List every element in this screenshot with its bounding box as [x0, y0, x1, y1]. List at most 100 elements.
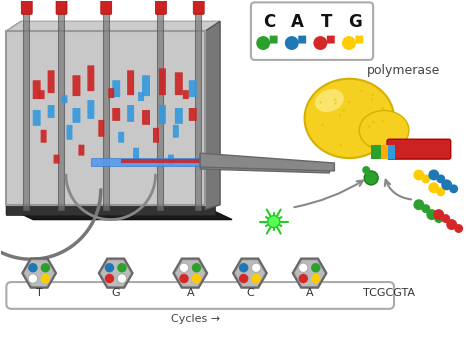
- Circle shape: [449, 184, 458, 193]
- Text: Cycles →: Cycles →: [171, 314, 220, 324]
- Polygon shape: [7, 205, 215, 215]
- Circle shape: [382, 107, 384, 110]
- FancyBboxPatch shape: [153, 128, 159, 143]
- Circle shape: [192, 263, 201, 272]
- Polygon shape: [99, 258, 133, 288]
- FancyBboxPatch shape: [159, 105, 166, 124]
- Polygon shape: [173, 258, 207, 288]
- Ellipse shape: [359, 111, 409, 150]
- Polygon shape: [7, 21, 21, 215]
- FancyBboxPatch shape: [67, 125, 72, 140]
- Polygon shape: [293, 258, 327, 288]
- Circle shape: [342, 36, 356, 50]
- FancyBboxPatch shape: [189, 108, 197, 121]
- Circle shape: [239, 274, 248, 283]
- Circle shape: [322, 124, 324, 126]
- FancyBboxPatch shape: [142, 75, 150, 96]
- Circle shape: [446, 219, 457, 230]
- Circle shape: [252, 263, 261, 272]
- Circle shape: [299, 274, 308, 283]
- FancyBboxPatch shape: [33, 80, 41, 99]
- Polygon shape: [200, 153, 335, 171]
- Polygon shape: [22, 258, 56, 288]
- Circle shape: [41, 263, 50, 272]
- Circle shape: [179, 263, 189, 272]
- FancyBboxPatch shape: [168, 155, 174, 164]
- Polygon shape: [233, 258, 267, 288]
- FancyBboxPatch shape: [101, 0, 112, 14]
- Circle shape: [314, 36, 327, 50]
- Circle shape: [28, 274, 38, 283]
- FancyBboxPatch shape: [48, 70, 55, 93]
- Text: T: T: [321, 13, 332, 31]
- FancyBboxPatch shape: [183, 90, 189, 99]
- Bar: [388, 145, 395, 159]
- Circle shape: [421, 175, 430, 183]
- Circle shape: [426, 209, 437, 220]
- Circle shape: [41, 274, 50, 283]
- Text: A: A: [306, 288, 313, 298]
- Polygon shape: [24, 260, 54, 286]
- Circle shape: [370, 98, 373, 101]
- FancyBboxPatch shape: [189, 80, 197, 97]
- FancyBboxPatch shape: [127, 70, 134, 95]
- Circle shape: [343, 109, 345, 112]
- Bar: [381, 145, 389, 159]
- Polygon shape: [91, 158, 220, 166]
- Circle shape: [256, 36, 270, 50]
- Circle shape: [368, 125, 370, 128]
- FancyBboxPatch shape: [133, 148, 139, 160]
- Polygon shape: [121, 159, 220, 163]
- Circle shape: [454, 224, 463, 233]
- FancyBboxPatch shape: [173, 125, 179, 138]
- FancyBboxPatch shape: [142, 110, 150, 125]
- FancyBboxPatch shape: [127, 105, 134, 122]
- Bar: [23, 1, 29, 210]
- Text: TCGCGTA: TCGCGTA: [363, 288, 415, 298]
- FancyBboxPatch shape: [156, 0, 166, 14]
- Circle shape: [371, 94, 374, 96]
- Circle shape: [268, 216, 280, 227]
- Circle shape: [252, 274, 261, 283]
- FancyBboxPatch shape: [78, 145, 84, 156]
- Circle shape: [372, 121, 375, 123]
- Circle shape: [334, 102, 336, 104]
- Circle shape: [364, 171, 378, 185]
- Circle shape: [433, 209, 444, 220]
- Text: T: T: [36, 288, 42, 298]
- FancyBboxPatch shape: [327, 36, 335, 43]
- Polygon shape: [295, 260, 324, 286]
- FancyBboxPatch shape: [72, 75, 81, 96]
- Circle shape: [105, 274, 114, 283]
- Polygon shape: [101, 260, 130, 286]
- Text: polymerase: polymerase: [367, 64, 441, 77]
- Bar: [195, 1, 201, 210]
- Polygon shape: [16, 212, 232, 220]
- FancyBboxPatch shape: [33, 110, 41, 126]
- Ellipse shape: [305, 79, 394, 158]
- Circle shape: [192, 274, 201, 283]
- FancyBboxPatch shape: [159, 68, 166, 95]
- Circle shape: [360, 90, 363, 93]
- FancyBboxPatch shape: [112, 80, 120, 97]
- FancyBboxPatch shape: [175, 72, 183, 95]
- Circle shape: [362, 166, 370, 174]
- Circle shape: [413, 170, 425, 180]
- FancyBboxPatch shape: [54, 155, 60, 163]
- Circle shape: [421, 204, 430, 213]
- FancyBboxPatch shape: [72, 108, 81, 123]
- Bar: [371, 145, 381, 159]
- Text: C: C: [246, 288, 254, 298]
- FancyBboxPatch shape: [56, 0, 67, 14]
- Text: G: G: [111, 288, 120, 298]
- Circle shape: [311, 274, 321, 283]
- Circle shape: [428, 170, 439, 180]
- FancyBboxPatch shape: [118, 132, 124, 143]
- FancyBboxPatch shape: [356, 36, 363, 43]
- Bar: [58, 1, 64, 210]
- Circle shape: [299, 263, 308, 272]
- FancyBboxPatch shape: [39, 90, 45, 99]
- FancyBboxPatch shape: [175, 108, 183, 124]
- FancyBboxPatch shape: [387, 139, 451, 159]
- FancyBboxPatch shape: [41, 130, 47, 143]
